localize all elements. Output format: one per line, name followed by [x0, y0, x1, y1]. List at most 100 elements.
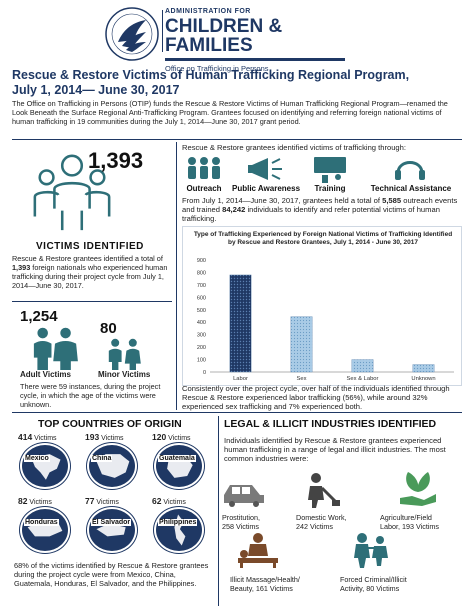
column-divider [176, 142, 177, 410]
x-tick-label: Labor [233, 376, 248, 382]
industry-0-line1: Prostitution, [222, 513, 260, 522]
country-count-number: 120 [152, 432, 167, 442]
outreach-stats: From July 1, 2014—June 30, 2017, grantee… [182, 196, 464, 223]
chart-title: Type of Trafficking Experienced by Forei… [193, 231, 453, 246]
megaphone-people-icon [188, 157, 220, 179]
adult-count: 1,254 [20, 308, 58, 325]
age-unknown-note: There were 59 instances, during the proj… [20, 382, 161, 409]
industry-1-line1: Domestic Work, [296, 513, 347, 522]
industry-1-line2: 242 Victims [296, 521, 334, 531]
agency-logo: ADMINISTRATION FOR CHILDREN & FAMILIES O… [165, 8, 365, 73]
presentation-icon [314, 157, 346, 183]
countries-note: 68% of the victims identified by Rescue … [14, 561, 209, 588]
chart-note: Consistently over the project cycle, ove… [182, 384, 450, 411]
country-map-china: China [87, 443, 137, 489]
victims-text-pre: Rescue & Restore grantees identified a t… [12, 254, 163, 263]
outreach-intro: Rescue & Restore grantees identified vic… [182, 143, 406, 152]
top-divider [12, 139, 462, 140]
country-count-mexico: 414 Victims [18, 432, 57, 442]
agency-main-text: CHILDREN & FAMILIES [165, 16, 283, 56]
country-count-number: 414 [18, 432, 33, 442]
cleaning-icon [308, 473, 340, 508]
page-title: Rescue & Restore Victims of Human Traffi… [12, 68, 462, 98]
victims-description: Rescue & Restore grantees identified a t… [12, 254, 177, 290]
massage-icon [238, 533, 278, 568]
y-tick-label: 100 [197, 358, 206, 364]
chart-frame [182, 226, 462, 386]
country-count-unit: Victims [99, 435, 124, 442]
y-tick-label: 500 [197, 308, 206, 314]
page-title-line1: Rescue & Restore Victims of Human Traffi… [12, 68, 410, 82]
plant-hand-icon [400, 472, 436, 506]
y-tick-label: 600 [197, 295, 206, 301]
industry-label-4: Forced Criminal/Illicit Activity, 80 Vic… [340, 575, 440, 593]
country-map-el-salvador: El Salvador [87, 507, 137, 553]
country-count-guatemala: 120 Victims [152, 432, 191, 442]
industry-2-line1: Agriculture/Field [380, 513, 432, 522]
header-divider-vertical [162, 10, 163, 52]
industries-heading: LEGAL & ILLICIT INDUSTRIES IDENTIFIED [224, 418, 437, 430]
adult-victims-icon [33, 327, 78, 370]
country-count-unit: Victims [94, 499, 119, 506]
country-shape-icon [167, 455, 193, 478]
criminal-icon [354, 533, 388, 568]
megaphone-icon [248, 158, 282, 180]
y-tick-label: 400 [197, 320, 206, 326]
country-count-number: 62 [152, 496, 162, 506]
bar-sex-labor [351, 359, 374, 373]
industry-label-0: Prostitution, 258 Victims [222, 513, 302, 531]
victims-identified-label: VICTIMS IDENTIFIED [36, 241, 144, 252]
hhs-seal-logo [105, 7, 159, 61]
country-count-unit: Victims [166, 435, 191, 442]
outreach-text-a: From July 1, 2014—June 30, 2017, grantee… [182, 196, 383, 205]
x-tick-label: Sex & Labor [347, 376, 379, 382]
country-name: Honduras [24, 519, 59, 526]
country-map-honduras: Honduras [20, 507, 70, 553]
left-divider-1 [12, 301, 172, 302]
adult-victims-label: Adult Victims [20, 370, 71, 379]
country-count-el-salvador: 77 Victims [85, 496, 119, 506]
minor-victims-icon [108, 338, 141, 370]
x-tick-label: Unknown [411, 376, 435, 382]
industry-3-line1: Illicit Massage/Health/ [230, 575, 300, 584]
country-map-guatemala: Guatemala [154, 443, 204, 489]
outreach-label-2: Training [314, 184, 346, 193]
bar-unknown [412, 364, 435, 373]
country-name: Mexico [24, 455, 50, 462]
victims-text-num: 1,393 [12, 263, 31, 272]
outreach-events: 5,585 [382, 196, 402, 205]
country-count-philippines: 62 Victims [152, 496, 186, 506]
y-tick-label: 200 [197, 345, 206, 351]
country-shape-icon [96, 523, 126, 537]
outreach-label-1: Public Awareness [231, 184, 301, 193]
countries-grid: 414 Victims Mexico 193 Victims China 120 Vic… [12, 432, 212, 556]
y-tick-label: 0 [203, 370, 206, 376]
trafficking-type-chart: 0 100 200 300 400 500 600 700 800 900 Labor Sex Sex … [197, 258, 454, 382]
country-map-mexico: Mexico [20, 443, 70, 489]
country-count-number: 82 [18, 496, 28, 506]
country-shape-icon [31, 454, 61, 480]
lower-column-divider [218, 416, 219, 606]
industry-2-line2: Labor, 193 Victims [380, 521, 439, 531]
industry-4-line2: Activity, 80 Victims [340, 583, 400, 593]
victims-count: 1,393 [88, 148, 144, 173]
outreach-trained: 84,242 [222, 205, 246, 214]
country-shape-icon [174, 514, 186, 546]
mid-divider [12, 412, 462, 413]
country-count-number: 77 [85, 496, 95, 506]
country-map-philippines: Philippines [154, 507, 204, 553]
x-tick-label: Sex [297, 376, 307, 382]
industry-4-line1: Forced Criminal/Illicit [340, 575, 407, 584]
intro-paragraph: The Office on Trafficking in Persons (OT… [12, 99, 448, 126]
industry-label-3: Illicit Massage/Health/ Beauty, 161 Vict… [230, 575, 320, 593]
agency-rule [165, 58, 345, 61]
industry-3-line2: Beauty, 161 Victims [230, 583, 293, 593]
bar-labor [229, 274, 252, 373]
headset-icon [395, 161, 425, 180]
country-count-unit: Victims [32, 435, 57, 442]
countries-heading: TOP COUNTRIES OF ORIGIN [38, 418, 182, 430]
victims-text-post: foreign nationals who experienced human … [12, 263, 168, 290]
outreach-label-3: Technical Assistance [370, 184, 452, 193]
country-name: El Salvador [91, 519, 132, 526]
outreach-text-c: individuals to identify and refer potent… [182, 205, 440, 223]
